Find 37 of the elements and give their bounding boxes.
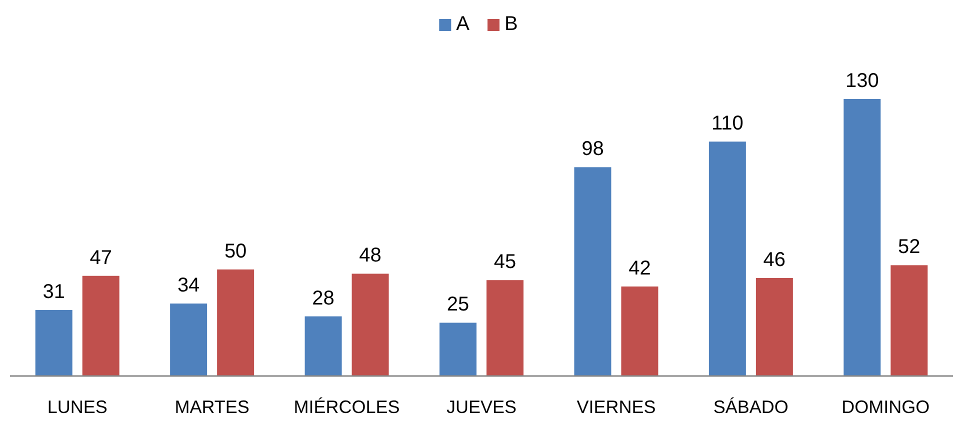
data-label: 46 [763,248,786,271]
x-tick-label: MARTES [174,397,250,418]
data-label: 130 [845,70,879,92]
data-label: 28 [312,287,334,310]
bar [352,274,389,376]
bar [170,304,208,376]
bar [304,316,342,376]
x-tick-label: VIERNES [576,397,656,418]
data-label: 48 [359,244,382,267]
bar [35,310,72,376]
data-label: 98 [582,138,604,160]
legend-label: A [456,13,470,35]
bar [217,269,254,376]
data-label: 25 [446,294,470,316]
bar [621,286,658,376]
bar [486,280,524,376]
data-label: 52 [898,236,920,258]
bar [708,142,746,376]
data-label: 42 [628,258,651,280]
data-label: 110 [711,112,744,135]
x-tick-label: DOMINGO [842,397,930,418]
bar [890,265,928,376]
data-label: 50 [224,240,247,262]
x-tick-label: MIÉRCOLES [294,397,400,418]
x-tick-label: JUEVES [446,397,517,418]
legend-label: B [504,13,518,35]
x-tick-label: LUNES [47,397,108,418]
bar [574,167,612,376]
bar [82,276,120,376]
x-tick-label: SÁBADO [713,397,788,418]
bar [756,278,793,376]
bar [844,99,881,376]
data-label: 47 [90,246,112,269]
bar [440,322,476,376]
data-label: 31 [42,280,65,303]
data-label: 45 [494,251,516,274]
data-label: 34 [177,274,200,297]
